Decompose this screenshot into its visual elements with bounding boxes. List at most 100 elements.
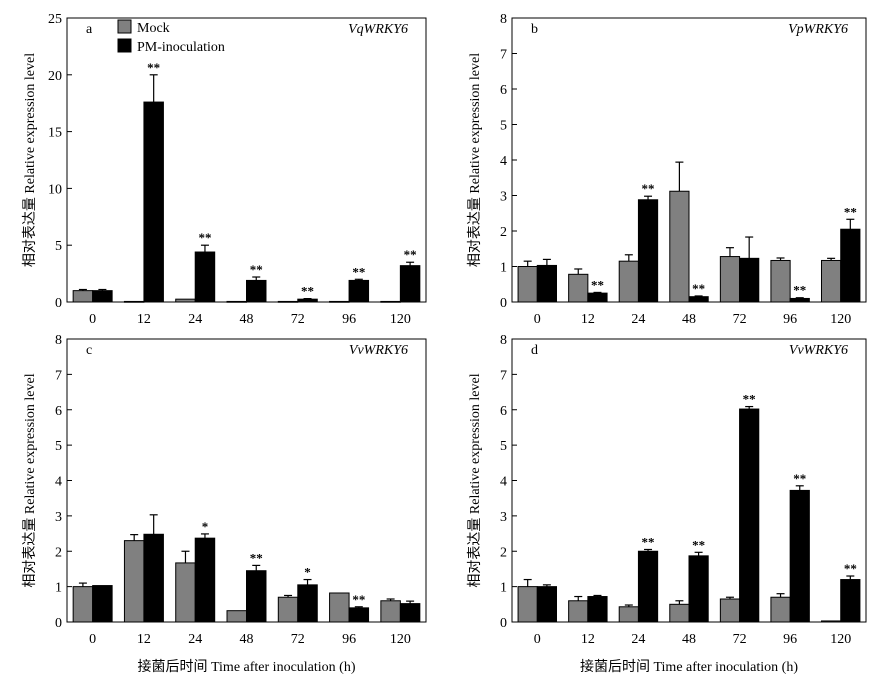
significance-label: ** [591, 277, 604, 292]
bar-pm-inoculation [536, 586, 558, 623]
bar-mock [820, 259, 842, 303]
bar-pm-inoculation [637, 550, 659, 623]
x-tick-label: 72 [733, 632, 747, 647]
bar-pm-inoculation [536, 264, 558, 303]
bar-mock [175, 298, 196, 303]
legend-label: Mock [137, 21, 170, 36]
x-tick-label: 48 [682, 632, 696, 647]
y-tick-label: 6 [55, 404, 62, 419]
y-tick-label: 4 [500, 154, 507, 169]
bar-mock [820, 620, 842, 623]
significance-label: * [304, 565, 311, 580]
bar-pm-inoculation [143, 101, 164, 303]
bar-mock [277, 596, 299, 623]
y-tick-label: 2 [500, 225, 507, 240]
y-tick-label: 2 [500, 545, 507, 560]
bar-pm-inoculation [637, 199, 659, 303]
bar-pm-inoculation [246, 570, 267, 623]
y-tick-label: 7 [500, 48, 507, 63]
y-tick-label: 5 [500, 119, 507, 134]
bar-pm-inoculation [194, 537, 216, 623]
bar-mock [226, 300, 247, 303]
significance-label: ** [642, 181, 655, 196]
bar-mock [123, 540, 145, 623]
y-tick-label: 0 [500, 296, 507, 311]
chart-panel-a: 0 5 10 15 20 25 相对表达量 Relative expression leve… [22, 12, 427, 327]
y-tick-label: 5 [55, 239, 62, 254]
y-tick-label: 15 [48, 126, 62, 141]
bar-mock [669, 190, 690, 303]
bar-pm-inoculation [246, 279, 267, 303]
bar-mock [380, 600, 401, 623]
gene-name: VvWRKY6 [789, 343, 848, 358]
gene-name: VqWRKY6 [348, 22, 408, 37]
bar-pm-inoculation [297, 298, 318, 303]
y-tick-label: 6 [500, 83, 507, 98]
significance-label: ** [147, 60, 160, 75]
bar-mock [226, 610, 247, 623]
bar-pm-inoculation [399, 265, 421, 303]
y-tick-label: 7 [500, 368, 507, 383]
x-axis-title: 接菌后时间 Time after inoculation (h) [580, 658, 798, 675]
y-tick-label: 4 [55, 475, 62, 490]
bar-pm-inoculation [789, 489, 810, 623]
bar-pm-inoculation [789, 297, 810, 303]
significance-label: ** [793, 471, 806, 486]
x-tick-label: 24 [631, 312, 645, 327]
bar-mock [770, 259, 791, 303]
y-tick-label: 8 [500, 12, 507, 27]
x-tick-label: 0 [534, 632, 541, 647]
y-tick-label: 6 [500, 404, 507, 419]
y-tick-label: 2 [55, 545, 62, 560]
significance-label: ** [793, 283, 806, 298]
gene-name: VpWRKY6 [788, 22, 848, 37]
x-tick-label: 0 [89, 632, 96, 647]
x-tick-label: 24 [188, 312, 202, 327]
y-tick-label: 0 [55, 616, 62, 631]
legend: Mock PM-inoculation [117, 19, 225, 55]
y-tick-label: 1 [500, 261, 507, 276]
bar-pm-inoculation [194, 251, 216, 303]
bar-mock [277, 300, 299, 303]
y-tick-label: 5 [500, 439, 507, 454]
significance-label: ** [642, 534, 655, 549]
bar-mock [72, 586, 94, 623]
x-axis-title: 接菌后时间 Time after inoculation (h) [137, 658, 355, 675]
bar-mock [123, 300, 145, 303]
bar-pm-inoculation [143, 533, 164, 623]
x-tick-label: 120 [390, 312, 411, 327]
bar-pm-inoculation [587, 596, 608, 623]
bar-mock [380, 300, 401, 303]
y-tick-label: 10 [48, 182, 62, 197]
y-tick-label: 25 [48, 12, 62, 27]
bar-mock [770, 596, 791, 623]
bar-pm-inoculation [840, 228, 861, 303]
x-tick-label: 96 [342, 312, 356, 327]
significance-label: ** [692, 281, 705, 296]
bar-mock [568, 600, 589, 623]
significance-label: ** [844, 561, 857, 576]
y-tick-label: 3 [55, 510, 62, 525]
significance-label: ** [250, 550, 263, 565]
significance-label: ** [250, 262, 263, 277]
x-tick-label: 48 [682, 312, 696, 327]
significance-label: ** [352, 592, 365, 607]
bar-mock [719, 256, 741, 303]
x-tick-label: 120 [830, 312, 851, 327]
panel-letter: d [531, 343, 538, 358]
x-tick-label: 48 [240, 312, 254, 327]
x-tick-label: 96 [342, 632, 356, 647]
significance-label: ** [198, 230, 211, 245]
y-axis-title: 相对表达量 Relative expression level [467, 373, 483, 587]
bar-mock [618, 260, 639, 303]
bar-mock [719, 598, 741, 623]
y-tick-label: 4 [500, 475, 507, 490]
significance-label: ** [743, 392, 756, 407]
x-tick-label: 0 [534, 312, 541, 327]
y-tick-label: 0 [55, 296, 62, 311]
plot-frame [66, 17, 427, 303]
bar-mock [618, 606, 639, 623]
